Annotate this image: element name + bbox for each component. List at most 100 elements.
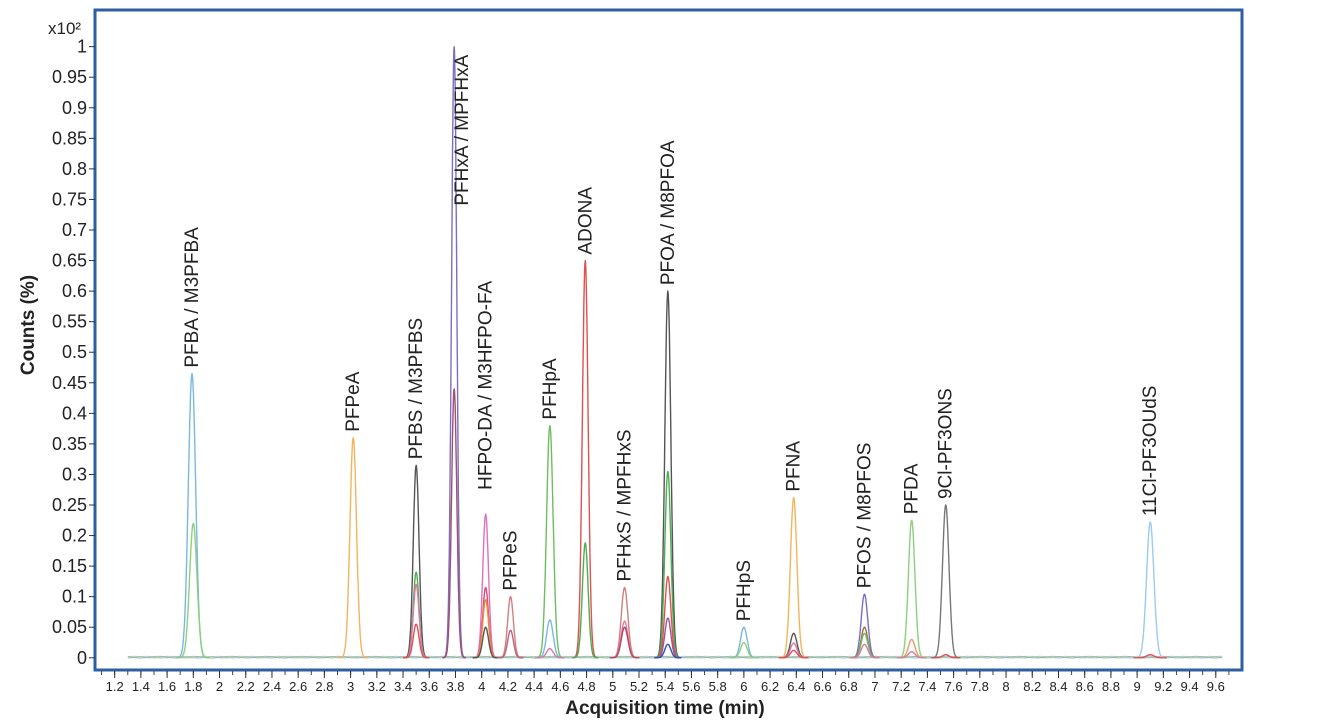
peak-trace — [472, 513, 499, 659]
x-tick-label: 5 — [609, 679, 616, 694]
y-tick-label: 0.9 — [62, 98, 87, 118]
x-tick-label: 5.6 — [682, 679, 700, 694]
peak-trace — [497, 629, 524, 659]
y-tick-label: 0.1 — [62, 587, 87, 607]
y-tick-label: 0 — [77, 648, 87, 668]
y-tick-label: 0.8 — [62, 159, 87, 179]
y-tick-label: 0.2 — [62, 526, 87, 546]
peak-annotation: PFOA / M8PFOA — [658, 140, 679, 285]
y-tick-label: 0.55 — [52, 312, 87, 332]
peak-trace — [609, 586, 640, 659]
y-tick-label: 0.75 — [52, 189, 87, 209]
peak-annotation: PFHpS — [734, 560, 755, 621]
y-multiplier-label: x10² — [48, 19, 81, 38]
y-tick-label: 0.95 — [52, 67, 87, 87]
x-tick-label: 6.4 — [787, 679, 805, 694]
x-tick-label: 1.2 — [106, 679, 124, 694]
peak-trace — [778, 632, 809, 659]
peak-trace — [849, 593, 880, 659]
x-tick-label: 7.4 — [918, 679, 936, 694]
x-tick-label: 3 — [347, 679, 354, 694]
peak-annotation: PFDA — [902, 463, 923, 514]
peak-annotations: PFBA / M3PFBA PFPeA PFBS / M3PFBS PFHxA / M… — [182, 54, 1161, 621]
x-tick-label: 9.6 — [1207, 679, 1225, 694]
peak-annotation: PFBA / M3PFBA — [182, 227, 203, 368]
x-tick-label: 3.6 — [420, 679, 438, 694]
baseline-trace — [127, 655, 1223, 659]
y-tick-label: 0.3 — [62, 464, 87, 484]
y-tick-label: 1 — [77, 37, 87, 57]
peak-trace — [1133, 654, 1167, 659]
x-tick-label: 3.8 — [446, 679, 464, 694]
x-tick-label: 3.4 — [394, 679, 412, 694]
peak-trace — [176, 522, 211, 659]
peak-trace — [497, 596, 524, 659]
peak-trace — [654, 617, 682, 659]
y-tick-label: 0.6 — [62, 281, 87, 301]
peak-trace — [728, 641, 759, 659]
x-tick-label: 7.2 — [892, 679, 910, 694]
peak-trace — [654, 643, 682, 659]
x-tick-label: 4.8 — [578, 679, 596, 694]
x-tick-label: 8 — [1002, 679, 1009, 694]
plot-frame — [93, 8, 1244, 672]
peak-trace — [534, 619, 565, 659]
y-tick-label: 0.35 — [52, 434, 87, 454]
x-tick-label: 1.8 — [184, 679, 202, 694]
y-axis-ticks: 0 0.05 0.1 0.15 0.2 0.25 0.3 0.35 0.4 0.45 0.5 0.55… — [52, 37, 95, 668]
peak-trace — [849, 643, 880, 659]
peak-annotation: PFHpA — [540, 358, 561, 420]
x-axis-ticks: 1.2 1.4 1.6 1.8 2 2.2 2.4 2.6 2.8 3 3.2 3.4 3.6 3.8 4 4… — [101, 671, 1230, 694]
peak-trace — [571, 542, 599, 659]
x-tick-label: 7.6 — [945, 679, 963, 694]
peak-trace — [402, 583, 430, 659]
peak-trace — [896, 519, 927, 659]
peak-annotation: PFPeS — [501, 530, 522, 590]
peak-traces — [175, 46, 1167, 659]
peak-trace — [442, 388, 467, 659]
y-tick-label: 0.45 — [52, 373, 87, 393]
x-tick-label: 4.2 — [499, 679, 517, 694]
peak-trace — [338, 437, 369, 659]
peak-annotation: PFPeA — [343, 371, 364, 432]
x-tick-label: 6.2 — [761, 679, 779, 694]
peak-trace — [402, 464, 430, 659]
peak-trace — [930, 654, 961, 659]
peak-trace — [1133, 521, 1167, 659]
x-tick-label: 5.4 — [656, 679, 674, 694]
peak-annotation: PFNA — [784, 441, 805, 492]
x-axis-label: Acquisition time (min) — [565, 698, 765, 719]
y-tick-label: 0.5 — [62, 342, 87, 362]
x-tick-label: 1.4 — [132, 679, 150, 694]
peak-annotation: ADONA — [575, 187, 596, 255]
peak-trace — [534, 424, 565, 659]
y-tick-label: 0.05 — [52, 617, 87, 637]
x-tick-label: 8.4 — [1049, 679, 1067, 694]
peak-trace — [778, 497, 809, 659]
x-tick-label: 8.6 — [1076, 679, 1094, 694]
y-tick-label: 0.25 — [52, 495, 87, 515]
peak-annotation: PFBS / M3PFBS — [406, 318, 427, 459]
peak-annotation: PFHxA / MPFHxA — [452, 54, 473, 205]
peak-annotation: 11Cl-PF3OUdS — [1140, 386, 1161, 517]
peak-trace — [472, 586, 499, 659]
x-tick-label: 2.2 — [237, 679, 255, 694]
peak-trace — [609, 626, 640, 659]
peak-trace — [472, 626, 499, 659]
peak-annotation: 9Cl-PF3ONS — [936, 388, 957, 499]
peak-trace — [654, 575, 682, 659]
x-tick-label: 4 — [478, 679, 485, 694]
peak-annotation: PFOS / M8PFOS — [854, 443, 875, 589]
peak-trace — [849, 632, 880, 659]
peak-trace — [896, 638, 927, 659]
y-tick-label: 0.85 — [52, 128, 87, 148]
x-tick-label: 5.2 — [630, 679, 648, 694]
peak-annotation: HFPO-DA / M3HFPO-FA — [476, 280, 497, 489]
y-axis-label: Counts (%) — [18, 275, 39, 375]
x-tick-label: 8.2 — [1023, 679, 1041, 694]
peak-trace — [930, 504, 961, 659]
y-tick-label: 0.15 — [52, 556, 87, 576]
x-tick-label: 3.2 — [368, 679, 386, 694]
peak-trace — [778, 649, 809, 659]
